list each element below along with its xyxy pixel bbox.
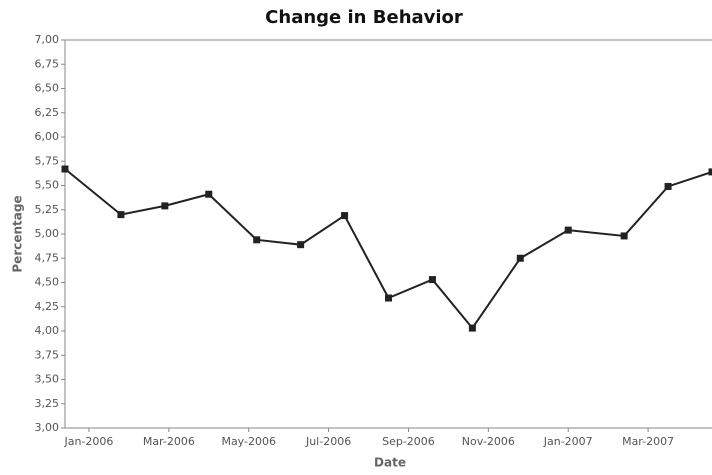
y-tick-label: 3,25 xyxy=(35,397,60,410)
y-axis-title: Percentage xyxy=(11,195,25,272)
marker xyxy=(161,202,169,210)
y-tick-label: 4,00 xyxy=(35,324,60,337)
marker xyxy=(385,294,392,302)
y-tick-label: 6,50 xyxy=(35,82,60,95)
y-tick-label: 5,75 xyxy=(35,154,60,167)
y-tick-label: 4,75 xyxy=(35,251,60,264)
marker xyxy=(620,232,628,240)
x-tick-label: Jan-2007 xyxy=(543,435,593,448)
line xyxy=(64,168,712,330)
x-tick-label: Jul-2006 xyxy=(305,435,351,448)
marker xyxy=(516,254,524,262)
y-tick-label: 4,50 xyxy=(35,276,60,289)
marker xyxy=(61,165,69,173)
marker xyxy=(708,168,712,176)
y-tick-label: 5,00 xyxy=(35,227,60,240)
marker xyxy=(341,212,349,220)
y-tick-label: 3,50 xyxy=(35,373,60,386)
marker xyxy=(117,211,125,219)
y-tick-label: 4,25 xyxy=(35,300,60,313)
y-tick-label: 5,50 xyxy=(35,179,60,192)
y-tick-label: 7,00 xyxy=(35,33,60,46)
marker xyxy=(664,182,672,190)
x-tick-label: Mar-2006 xyxy=(143,435,195,448)
y-tick-label: 6,00 xyxy=(35,130,60,143)
x-tick-label: Sep-2006 xyxy=(382,435,435,448)
x-tick-label: Mar-2007 xyxy=(622,435,674,448)
chart-title: Change in Behavior xyxy=(265,7,463,28)
y-tick-label: 3,75 xyxy=(35,348,60,361)
marker xyxy=(297,241,305,249)
x-tick-label: Jan-2006 xyxy=(64,435,114,448)
y-tick-label: 6,25 xyxy=(35,106,60,119)
marker xyxy=(253,236,261,244)
x-axis-title: Date xyxy=(374,456,406,470)
y-tick-label: 6,75 xyxy=(35,57,60,70)
marker xyxy=(428,276,436,284)
y-tick-label: 3,00 xyxy=(35,421,60,434)
x-tick-label: May-2006 xyxy=(221,435,276,448)
x-tick-label: Nov-2006 xyxy=(462,435,515,448)
marker xyxy=(564,226,572,234)
y-tick-label: 5,25 xyxy=(35,203,60,216)
marker xyxy=(468,324,476,332)
marker xyxy=(205,190,213,198)
